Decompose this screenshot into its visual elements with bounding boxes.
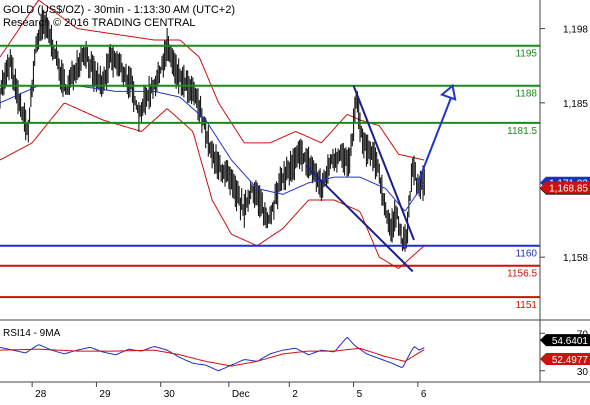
price-levels: 1195 1188 1181.5 1160 1156.5 1151	[0, 44, 540, 311]
rsi-panel: RSI14 - 9MA	[0, 328, 425, 372]
rsi-badge-2-shape	[540, 353, 590, 366]
price-badge-3: 1,168.85	[540, 181, 590, 195]
rsi-line	[0, 336, 425, 372]
price-badge-3-text: 1,168.85	[549, 184, 588, 195]
projection-arrow-head	[439, 83, 457, 101]
rsi-title: RSI14 - 9MA	[3, 328, 61, 339]
level-label-1181.5: 1181.5	[507, 126, 537, 137]
level-label-1195: 1195	[515, 49, 537, 60]
x-tick-label: 6	[421, 389, 427, 400]
rsi-badge-1-shape	[540, 334, 590, 347]
chart-subtitle: Research © 2016 TRADING CENTRAL	[3, 17, 196, 29]
x-tick-label: 30	[164, 389, 176, 400]
rsi-lines	[0, 336, 425, 372]
price-trendlines	[305, 83, 457, 273]
x-tick-label: 28	[35, 389, 47, 400]
x-ticks: 28 29 30 Dec 2 5 6	[31, 382, 427, 400]
chart-title: GOLD (US$/OZ) - 30min - 1:13:30 AM (UTC+…	[3, 4, 235, 16]
trendline-2	[352, 85, 415, 241]
rsi-badge-1: 54.6401	[540, 334, 590, 347]
y-tick-label: 1,185	[563, 99, 588, 110]
y-tick-label: 1,158	[563, 253, 588, 264]
level-label-1151: 1151	[515, 300, 537, 311]
rsi-ma-line	[0, 347, 425, 367]
bollinger-lower-line	[0, 102, 425, 269]
price-panel: 1195 1188 1181.5 1160 1156.5 1151 GOLD (US$/O…	[0, 0, 540, 312]
x-tick-label: 5	[357, 389, 363, 400]
rsi-tick-label: 30	[577, 367, 589, 378]
price-candles	[0, 10, 425, 252]
x-tick-label: Dec	[232, 389, 250, 400]
y-tick-label: 1,198	[563, 25, 588, 36]
projection-arrow-shaft	[416, 93, 454, 184]
rsi-badge-2: 52.4977	[540, 353, 590, 366]
x-tick-label: 29	[99, 389, 111, 400]
level-label-1160: 1160	[515, 249, 537, 260]
rsi-badge-1-text: 54.6401	[552, 336, 589, 347]
level-label-1156.5: 1156.5	[507, 269, 537, 280]
level-label-1188: 1188	[515, 89, 537, 100]
x-tick-label: 2	[292, 389, 298, 400]
price-badge-3-shape	[540, 181, 590, 194]
trendline-1	[305, 165, 414, 273]
rsi-badge-2-text: 52.4977	[552, 355, 589, 366]
